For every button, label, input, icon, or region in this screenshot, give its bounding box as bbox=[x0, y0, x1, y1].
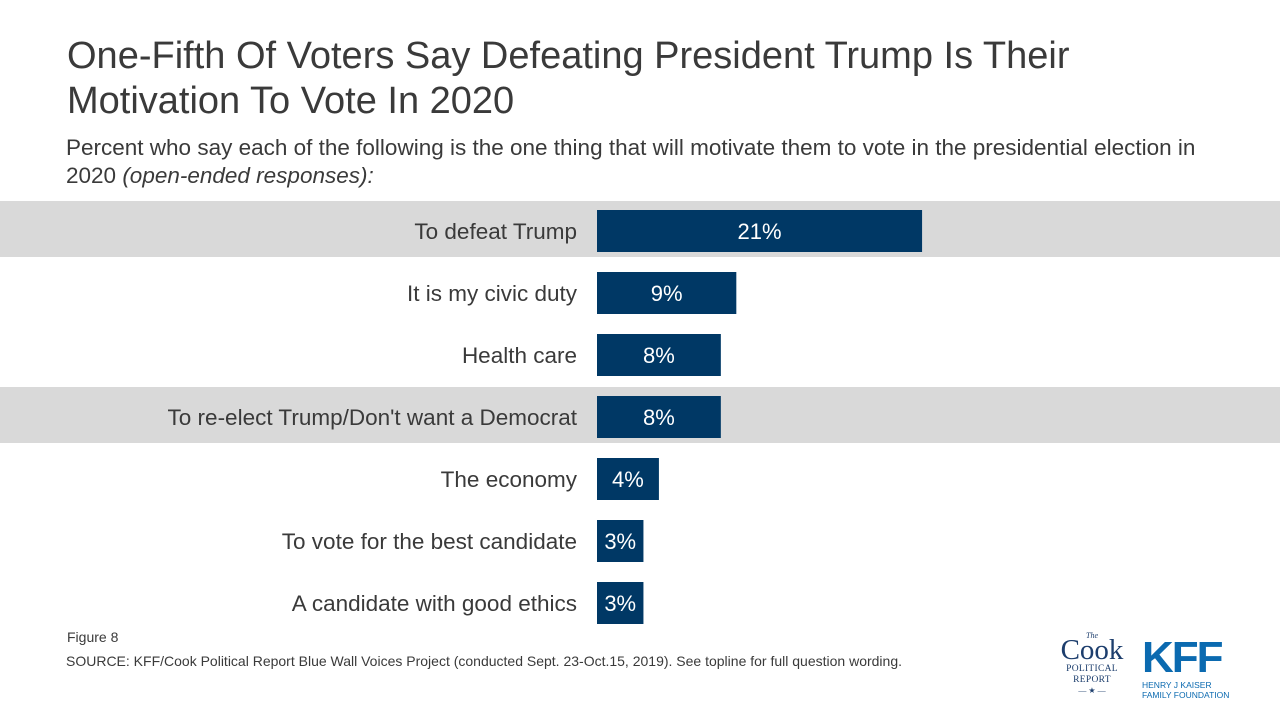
kff-logo-line2: FAMILY FOUNDATION bbox=[1142, 690, 1230, 700]
chart-subtitle: Percent who say each of the following is… bbox=[66, 134, 1216, 190]
bar bbox=[597, 272, 737, 314]
bar bbox=[597, 210, 923, 252]
category-label: To re-elect Trump/Don't want a Democrat bbox=[168, 405, 578, 430]
subtitle-italic: (open-ended responses): bbox=[122, 163, 374, 188]
category-label: The economy bbox=[441, 467, 578, 492]
figure-label: Figure 8 bbox=[67, 629, 119, 645]
category-label: It is my civic duty bbox=[407, 281, 578, 306]
value-label: 8% bbox=[643, 343, 675, 368]
kff-logo: KFF HENRY J KAISER FAMILY FOUNDATION bbox=[1142, 633, 1242, 701]
category-label: A candidate with good ethics bbox=[292, 591, 577, 616]
value-label: 4% bbox=[612, 467, 644, 492]
cook-logo-political: POLITICAL bbox=[1066, 664, 1118, 674]
kff-logo-name: KFF bbox=[1142, 633, 1224, 682]
bar bbox=[597, 334, 721, 376]
bar bbox=[597, 458, 659, 500]
value-label: 21% bbox=[738, 219, 782, 244]
cook-logo-the: The bbox=[1086, 631, 1098, 640]
category-label: To defeat Trump bbox=[414, 219, 577, 244]
category-label: Health care bbox=[462, 343, 577, 368]
kff-logo-line1: HENRY J KAISER bbox=[1142, 680, 1212, 690]
category-label: To vote for the best candidate bbox=[282, 529, 577, 554]
value-label: 3% bbox=[604, 529, 636, 554]
cook-political-report-logo: The Cook POLITICAL REPORT — ★ — bbox=[1056, 632, 1128, 698]
cook-logo-report: REPORT bbox=[1073, 675, 1111, 685]
bar bbox=[597, 396, 721, 438]
value-label: 9% bbox=[651, 281, 683, 306]
bar bbox=[597, 520, 644, 562]
chart-title: One-Fifth Of Voters Say Defeating Presid… bbox=[67, 35, 1070, 122]
source-note: SOURCE: KFF/Cook Political Report Blue W… bbox=[66, 653, 902, 669]
value-label: 3% bbox=[604, 591, 636, 616]
cook-logo-name: Cook bbox=[1060, 634, 1124, 666]
value-label: 8% bbox=[643, 405, 675, 430]
cook-logo-star-icon: — ★ — bbox=[1078, 686, 1106, 695]
bar bbox=[597, 582, 644, 624]
subtitle-text: Percent who say each of the following is… bbox=[66, 135, 1196, 188]
